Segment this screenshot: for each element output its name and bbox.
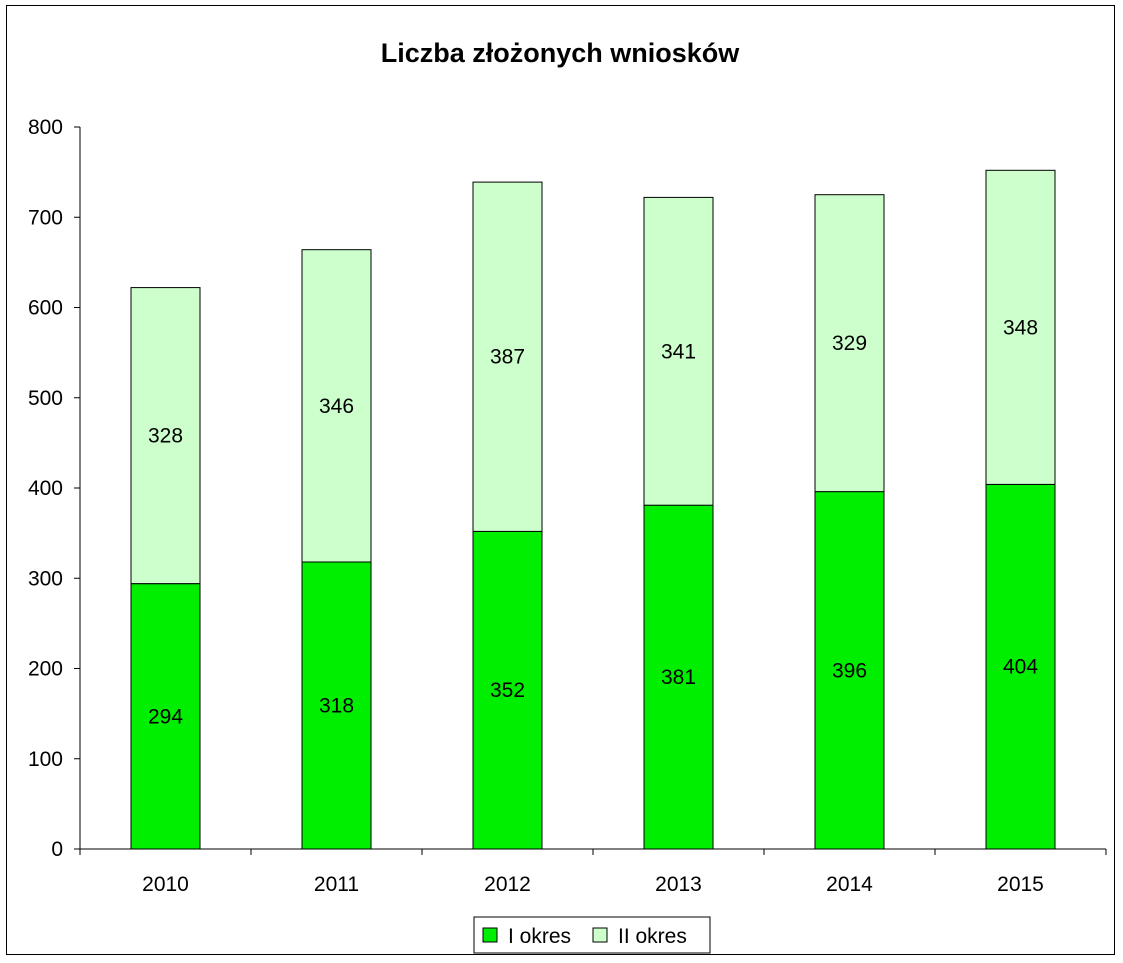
bar-2011-series-1: [301, 561, 372, 850]
data-label-2012-series-2: 387: [490, 346, 525, 369]
bar-2015-series-2: [985, 169, 1056, 485]
data-label-2013-series-2: 341: [661, 340, 696, 363]
data-label-2010-series-1: 294: [148, 705, 183, 728]
x-tick-label-2013: 2013: [655, 873, 702, 896]
y-tick-label-300: 300: [28, 567, 63, 590]
y-tick-label-200: 200: [28, 658, 63, 681]
bar-2014-series-1: [814, 491, 885, 850]
legend-label-series-1: I okres: [508, 925, 571, 948]
y-tick-label-800: 800: [28, 116, 63, 139]
bar-2013-series-1: [643, 504, 714, 850]
y-tick-label-700: 700: [28, 206, 63, 229]
data-label-2015-series-2: 348: [1003, 316, 1038, 339]
data-label-2011-series-2: 346: [319, 395, 354, 418]
data-label-2014-series-2: 329: [832, 332, 867, 355]
bar-2012-series-1: [472, 530, 543, 850]
x-tick-label-2011: 2011: [314, 873, 359, 896]
plot-area: 294 328 318 346 352 387 381 341 396 329 404 348 0 100…: [28, 116, 1107, 896]
y-tick-label-100: 100: [28, 748, 63, 771]
bar-2010-series-2: [130, 287, 201, 585]
data-label-2010-series-2: 328: [148, 425, 183, 448]
legend-label-series-2: II okres: [618, 925, 687, 948]
legend-swatch-series-2: [592, 927, 608, 943]
x-tick-label-2014: 2014: [826, 873, 873, 896]
bar-2014-series-2: [814, 194, 885, 493]
y-tick-label-0: 0: [51, 838, 63, 861]
chart-title: Liczba złożonych wniosków: [381, 38, 741, 68]
bar-2010-series-1: [130, 583, 201, 850]
data-label-2011-series-1: 318: [319, 695, 354, 718]
data-label-2012-series-1: 352: [490, 679, 525, 702]
bar-2011-series-2: [301, 249, 372, 563]
legend-swatch-series-1: [482, 927, 498, 943]
data-label-2014-series-1: 396: [832, 659, 867, 682]
bar-2015-series-1: [985, 483, 1056, 850]
y-tick-label-500: 500: [28, 387, 63, 410]
y-tick-label-600: 600: [28, 297, 63, 320]
y-tick-label-400: 400: [28, 477, 63, 500]
data-label-2015-series-1: 404: [1003, 656, 1038, 679]
x-tick-label-2012: 2012: [484, 873, 531, 896]
x-tick-label-2015: 2015: [997, 873, 1044, 896]
x-tick-label-2010: 2010: [142, 873, 189, 896]
bar-2012-series-2: [472, 181, 543, 532]
legend: I okres II okres: [473, 916, 711, 954]
legend-box: [473, 916, 711, 954]
bar-2013-series-2: [643, 196, 714, 506]
data-label-2013-series-1: 381: [661, 666, 696, 689]
